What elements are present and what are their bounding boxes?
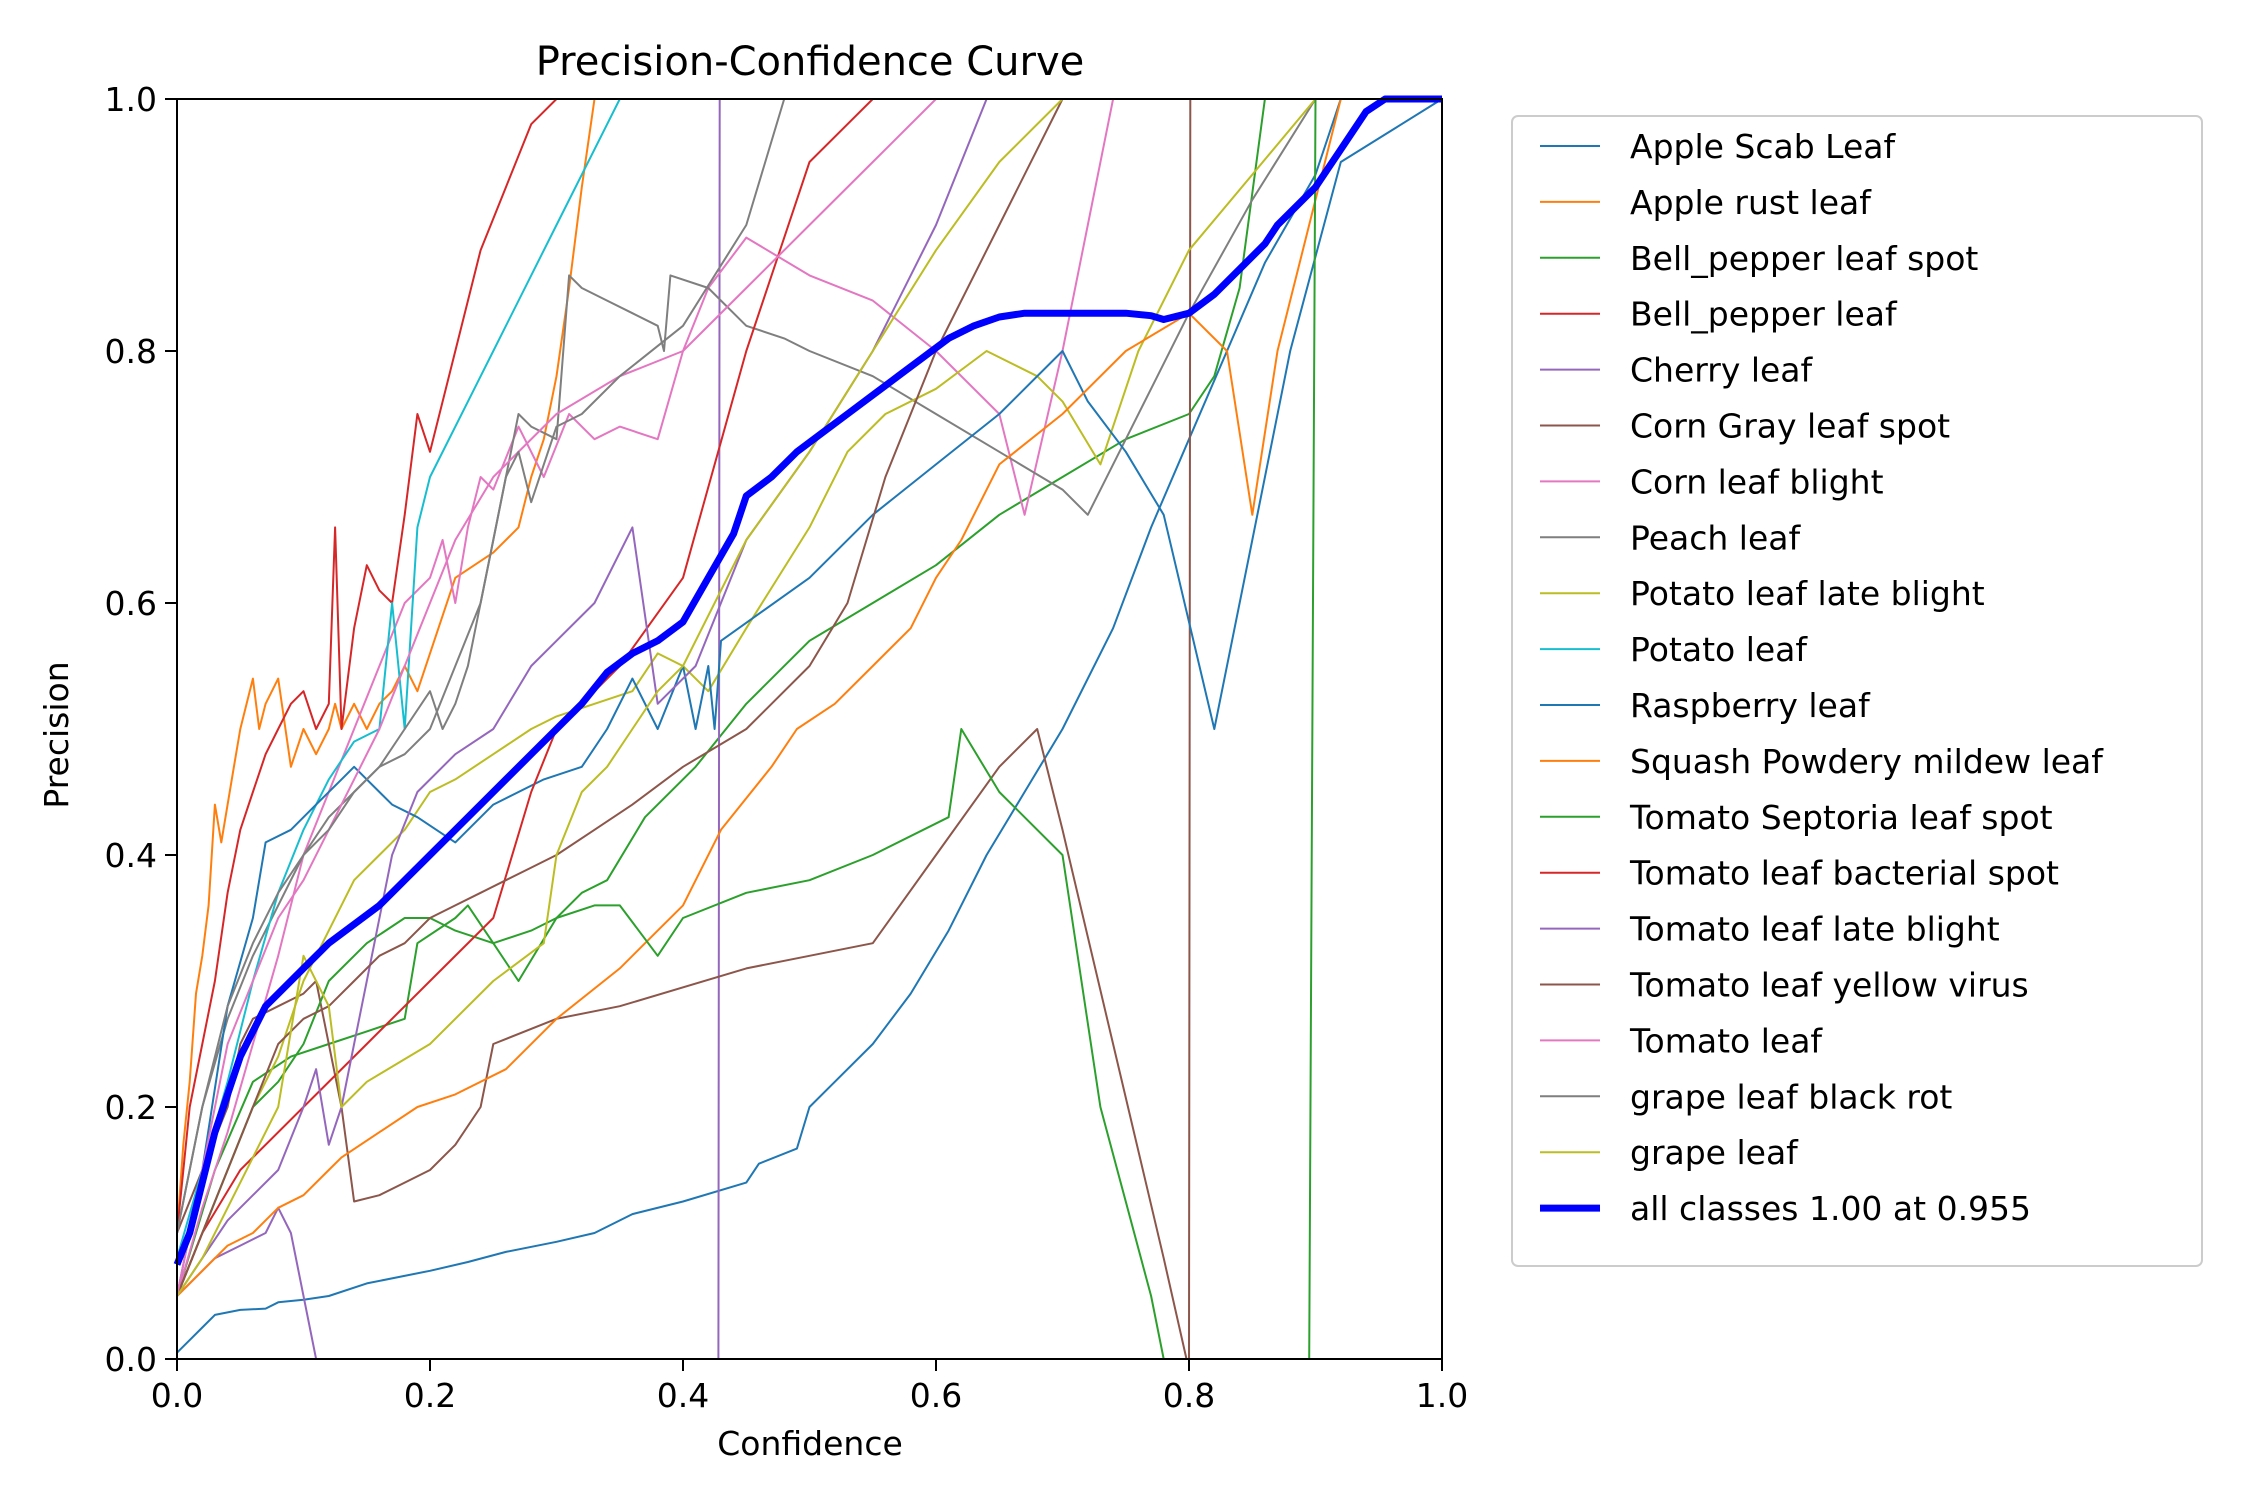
series-line-raspberry-leaf [176,98,1443,1297]
series-layer [173,95,1443,1360]
legend-label-raspberry-leaf: Raspberry leaf [1630,686,1871,725]
legend-label-bell-pepper-leaf: Bell_pepper leaf [1630,295,1898,334]
series-line-grape-leaf [176,98,1442,1297]
y-tick-label: 0.0 [105,1340,157,1379]
series-line-squash-powdery-mildew-leaf [176,98,1442,1297]
x-tick-label: 0.8 [1163,1376,1215,1415]
x-tick-label: 0.0 [151,1376,203,1415]
series-line-potato-leaf [176,98,1442,1259]
series-line-tomato-leaf-late-blight [176,98,1442,1297]
series-line-corn-leaf-blight [176,98,1442,1297]
y-tick-label: 0.2 [105,1088,157,1127]
legend-label-all-classes-1-00-at-0-955: all classes 1.00 at 0.955 [1630,1189,2031,1228]
legend-label-grape-leaf-black-rot: grape leaf black rot [1630,1077,1952,1116]
y-axis-title: Precision [37,661,76,808]
legend-label-potato-leaf-late-blight: Potato leaf late blight [1630,574,1985,613]
x-tick-label: 0.2 [404,1376,456,1415]
legend-label-tomato-leaf-yellow-virus: Tomato leaf yellow virus [1629,966,2029,1005]
legend-label-cherry-leaf: Cherry leaf [1630,351,1814,390]
legend-label-apple-scab-leaf: Apple Scab Leaf [1630,127,1897,166]
series-line-apple-rust-leaf [176,98,683,1234]
x-axis-title: Confidence [717,1424,903,1463]
y-tick-label: 0.6 [105,584,157,623]
series-line-apple-scab-leaf [176,98,1442,1354]
plot-frame [176,98,1443,1360]
series-line-all-classes-1-00-at-0-955 [173,95,1442,1266]
legend-label-tomato-leaf: Tomato leaf [1629,1021,1823,1060]
legend-label-squash-powdery-mildew-leaf: Squash Powdery mildew leaf [1630,742,2104,781]
legend-label-tomato-leaf-late-blight: Tomato leaf late blight [1629,910,2000,949]
legend-label-apple-rust-leaf: Apple rust leaf [1630,183,1872,222]
x-tick-label: 1.0 [1416,1376,1468,1415]
legend-label-tomato-septoria-leaf-spot: Tomato Septoria leaf spot [1629,798,2053,837]
x-tick-label: 0.4 [657,1376,709,1415]
series-line-bell-pepper-leaf [176,98,936,1234]
y-tick-label: 0.8 [105,332,157,371]
chart-title: Precision-Confidence Curve [536,39,1085,85]
legend-label-bell-pepper-leaf-spot: Bell_pepper leaf spot [1630,239,1978,278]
y-tick-label: 1.0 [105,80,157,119]
ticks-layer: 0.0 0.2 0.4 0.6 0.8 1.0 0.0 0.2 0.4 0.6 0.8 1.0 [105,80,1469,1415]
series-line-peach-leaf [176,98,1442,1234]
legend-label-corn-leaf-blight: Corn leaf blight [1630,462,1884,501]
legend-label-corn-gray-leaf-spot: Corn Gray leaf spot [1630,407,1950,446]
legend-box [1511,115,2203,1267]
series-line-bell-pepper-leaf-spot [176,98,1442,1297]
legend-label-grape-leaf: grape leaf [1630,1133,1799,1172]
legend-label-peach-leaf: Peach leaf [1630,518,1801,557]
legend-label-tomato-leaf-bacterial-spot: Tomato leaf bacterial spot [1629,854,2059,893]
x-tick-label: 0.6 [910,1376,962,1415]
legend-label-potato-leaf: Potato leaf [1630,630,1808,669]
y-tick-label: 0.4 [105,836,157,875]
legend: Apple Scab Leaf Apple rust leaf Bell_peppe… [1511,115,2203,1267]
